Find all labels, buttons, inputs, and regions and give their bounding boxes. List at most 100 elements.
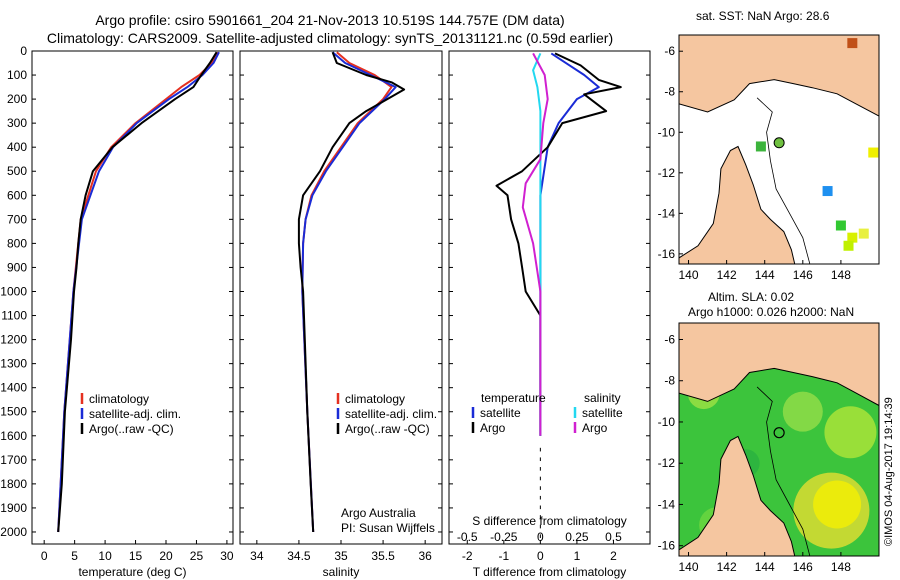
title-line-1: Argo profile: csiro 5901661_204 21-Nov-2… [95,12,565,28]
argo-position-marker [773,427,785,439]
temp-xtick-label: 25 [190,549,204,563]
diff-xtick-s-label: 0.5 [605,530,622,544]
sst-data-cell [835,220,846,231]
depth-tick-label: 900 [7,260,27,274]
map-frame-sla_map [678,322,880,557]
temp-legend-0-label: climatology [89,392,149,406]
sst-data-cell [858,228,869,239]
diff-xlabel-top: S difference from climatology [472,514,627,528]
map-lat-label: -10 [658,125,676,139]
depth-tick-label: 700 [7,212,27,226]
map-lon-label: 146 [793,560,813,574]
title-line-2: Climatology: CARS2009. Satellite-adjuste… [46,30,614,46]
sst-data-cell [868,147,879,158]
temp-xtick-label: 0 [41,549,48,563]
temp-xtick-label: 20 [159,549,173,563]
sst-map-title: sat. SST: NaN Argo: 28.6 [696,9,830,23]
argo-position-marker [773,137,785,149]
map-lon-label: 146 [793,268,813,282]
diff-xtick-s-label: -0.5 [457,530,478,544]
map-lat-label: -8 [664,374,675,388]
depth-tick-label: 300 [7,116,27,130]
map-lon-label: 142 [717,560,737,574]
map-lon-label: 140 [679,560,699,574]
sla-map-subtitle: Argo h1000: 0.026 h2000: NaN [688,305,855,319]
diff-xtick-s-label: -0.25 [490,530,518,544]
depth-tick-label: 500 [7,164,27,178]
diff-legend-0-label: satellite [480,406,521,420]
temp-xtick-label: 30 [220,549,234,563]
diff-xtick-t-label: 1 [574,549,581,563]
sst-data-cell [847,38,858,49]
map-lon-label: 144 [755,560,775,574]
diff-xtick-t-label: 2 [610,549,617,563]
temp-xtick-label: 15 [129,549,143,563]
panel-frame-temperature [31,50,234,545]
depth-tick-label: 1800 [0,477,27,491]
depth-tick-label: 800 [7,236,27,250]
sla-anomaly-blob [824,406,877,459]
map-lat-label: -14 [658,497,676,511]
temp-xlabel: temperature (deg C) [78,565,186,579]
sla-anomaly-blob [813,480,862,529]
depth-tick-label: 1300 [0,357,27,371]
diff-legend-sal-title: salinity [584,391,621,405]
depth-tick-label: 1900 [0,501,27,515]
sla-map-title: Altim. SLA: 0.02 [708,290,795,304]
map-lat-label: -12 [658,456,676,470]
sal-series-2 [297,51,406,533]
depth-tick-label: 200 [7,92,27,106]
land-new-guinea [679,323,879,407]
diff-series-3 [521,52,549,436]
diff-legend-temp-title: temperature [481,391,546,405]
sal-legend-1-label: satellite-adj. clim. [345,407,437,421]
depth-tick-label: 2000 [0,525,27,539]
depth-tick-label: 1200 [0,333,27,347]
temp-legend-1-label: satellite-adj. clim. [89,407,181,421]
diff-legend-1-label: Argo [480,421,506,435]
sal-xlabel: salinity [323,565,360,579]
map-lon-label: 142 [717,268,737,282]
sal-xtick-label: 36 [418,549,432,563]
depth-tick-label: 600 [7,188,27,202]
depth-tick-label: 0 [20,44,27,58]
diff-xtick-s-label: 0 [537,530,544,544]
diff-xtick-t-label: 0 [537,549,544,563]
depth-tick-label: 1400 [0,381,27,395]
map-body-sla_map [679,323,879,556]
depth-tick-label: 1500 [0,405,27,419]
map-lon-label: 144 [755,268,775,282]
map-lat-label: -16 [658,539,676,553]
depth-tick-label: 1000 [0,284,27,298]
temp-legend-2-label: Argo(..raw -QC) [89,422,174,436]
land-new-guinea [679,35,879,117]
sal-xtick-label: 34 [250,549,264,563]
depth-tick-label: 100 [7,68,27,82]
sst-data-cell [755,141,766,152]
land-cape-york [679,435,796,556]
diff-xtick-t-label: -1 [498,549,509,563]
map-lat-label: -6 [664,44,675,58]
diff-legend-3-label: Argo [582,421,608,435]
depth-tick-label: 1600 [0,429,27,443]
panel-frame-salinity [239,50,443,545]
depth-tick-label: 400 [7,140,27,154]
map-body-sst_map [679,35,879,264]
panel-frame-differences [448,50,651,545]
temp-xtick-label: 10 [98,549,112,563]
map-lon-label: 148 [831,268,851,282]
sal-xtick-label: 35.5 [371,549,395,563]
sal-xtick-label: 35 [334,549,348,563]
sal-xtick-label: 34.5 [287,549,311,563]
sst-data-cell [843,240,854,251]
map-lat-label: -6 [664,332,675,346]
sal-annotation-1: PI: Susan Wijffels [341,521,435,535]
depth-tick-label: 1100 [1,309,27,323]
sal-legend-0-label: climatology [345,392,405,406]
depth-tick-label: 1700 [0,453,27,467]
map-lat-label: -10 [658,415,676,429]
diff-xlabel: T difference from climatology [473,565,627,579]
map-lat-label: -14 [658,206,676,220]
shelf-contour [756,97,811,264]
map-lon-label: 148 [831,560,851,574]
